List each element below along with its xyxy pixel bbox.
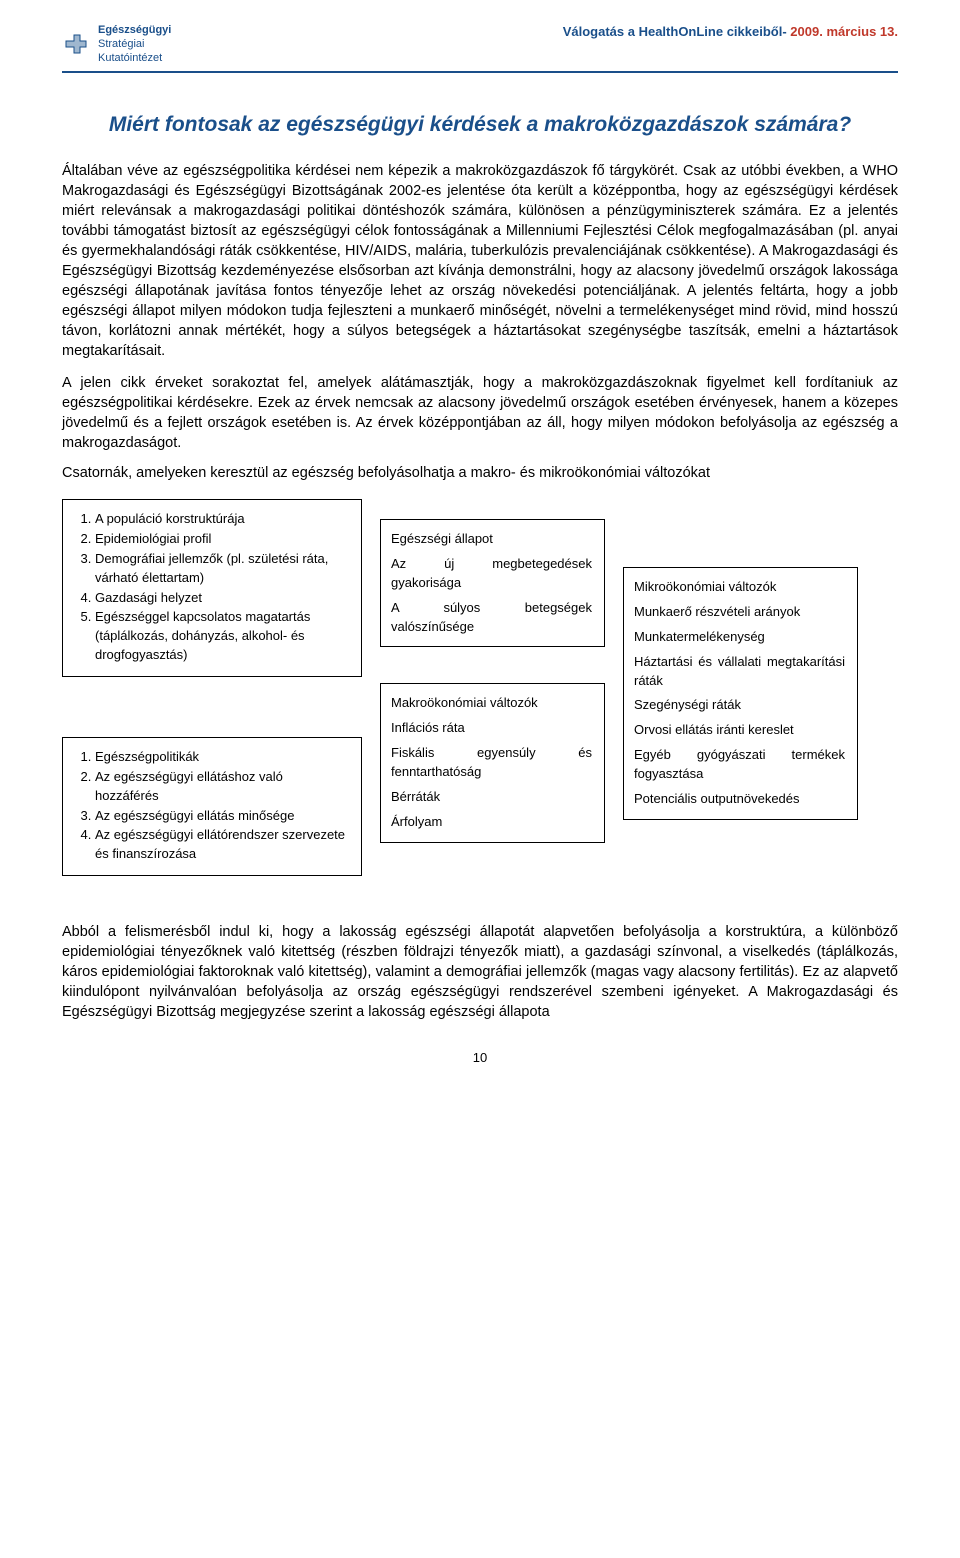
channels-label: Csatornák, amelyeken keresztül az egészs… (62, 465, 898, 481)
diagram-col-right: Mikroökonómiai változók Munkaerő részvét… (623, 567, 858, 819)
paragraph-2: A jelen cikk érveket sorakoztat fel, ame… (62, 373, 898, 453)
logo-text: Egészségügyi Stratégiai Kutatóintézet (98, 24, 171, 65)
factor-item: Epidemiológiai profil (95, 530, 349, 549)
paragraph-1: Általában véve az egészségpolitika kérdé… (62, 161, 898, 361)
policy-item: Egészségpolitikák (95, 748, 349, 767)
logo: Egészségügyi Stratégiai Kutatóintézet (62, 24, 171, 65)
factor-item: Gazdasági helyzet (95, 589, 349, 608)
box-macro-line: Fiskális egyensúly és fenntarthatóság (391, 744, 592, 782)
diagram-col-mid: Egészségi állapot Az új megbetegedések g… (380, 519, 605, 842)
flow-diagram: A populáció korstruktúrája Epidemiológia… (62, 499, 898, 876)
box-policies-list: Egészségpolitikák Az egészségügyi ellátá… (73, 748, 349, 864)
header-right-prefix: Válogatás a HealthOnLine cikkeiből- (563, 24, 791, 39)
box-micro-line: Munkatermelékenység (634, 628, 845, 647)
box-health-line: Az új megbetegedések gyakorisága (391, 555, 592, 593)
logo-line-3: Kutatóintézet (98, 52, 171, 66)
box-micro-line: Egyéb gyógyászati termékek fogyasztása (634, 746, 845, 784)
box-micro-line: Szegénységi ráták (634, 696, 845, 715)
paragraph-3: Abból a felismerésből indul ki, hogy a l… (62, 922, 898, 1022)
box-health-line: A súlyos betegségek valószínűsége (391, 599, 592, 637)
logo-line-2: Stratégiai (98, 38, 171, 52)
factor-item: Demográfiai jellemzők (pl. születési rát… (95, 550, 349, 588)
box-health-status: Egészségi állapot Az új megbetegedések g… (380, 519, 605, 647)
policy-item: Az egészségügyi ellátáshoz való hozzáfér… (95, 768, 349, 806)
logo-line-1: Egészségügyi (98, 24, 171, 38)
page-header: Egészségügyi Stratégiai Kutatóintézet Vá… (62, 24, 898, 73)
box-macro-line: Bérráták (391, 788, 592, 807)
box-micro-line: Munkaerő részvételi arányok (634, 603, 845, 622)
policy-item: Az egészségügyi ellátórendszer szervezet… (95, 826, 349, 864)
box-macro-line: Árfolyam (391, 813, 592, 832)
box-health-title: Egészségi állapot (391, 530, 592, 549)
box-factors: A populáció korstruktúrája Epidemiológia… (62, 499, 362, 677)
box-macro-title: Makroökonómiai változók (391, 694, 592, 713)
box-micro: Mikroökonómiai változók Munkaerő részvét… (623, 567, 858, 819)
header-right-date: 2009. március 13. (790, 24, 898, 39)
factor-item: A populáció korstruktúrája (95, 510, 349, 529)
box-policies: Egészségpolitikák Az egészségügyi ellátá… (62, 737, 362, 876)
logo-mark-icon (62, 31, 90, 59)
page: Egészségügyi Stratégiai Kutatóintézet Vá… (0, 0, 960, 1105)
policy-item: Az egészségügyi ellátás minősége (95, 807, 349, 826)
box-macro-line: Inflációs ráta (391, 719, 592, 738)
box-micro-line: Potenciális outputnövekedés (634, 790, 845, 809)
factor-item: Egészséggel kapcsolatos magatartás (tápl… (95, 608, 349, 665)
header-right: Válogatás a HealthOnLine cikkeiből- 2009… (563, 24, 898, 39)
article-title: Miért fontosak az egészségügyi kérdések … (62, 113, 898, 137)
box-macro: Makroökonómiai változók Inflációs ráta F… (380, 683, 605, 842)
page-number: 10 (62, 1050, 898, 1065)
box-micro-title: Mikroökonómiai változók (634, 578, 845, 597)
diagram-col-left: A populáció korstruktúrája Epidemiológia… (62, 499, 362, 876)
box-micro-line: Háztartási és vállalati megtakarítási rá… (634, 653, 845, 691)
box-micro-line: Orvosi ellátás iránti kereslet (634, 721, 845, 740)
box-factors-list: A populáció korstruktúrája Epidemiológia… (73, 510, 349, 665)
